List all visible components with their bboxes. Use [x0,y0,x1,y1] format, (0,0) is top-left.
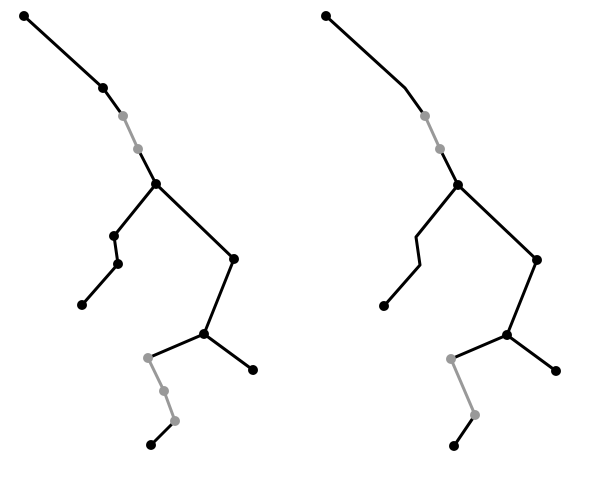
left-node-branch-a2 [113,259,123,269]
left-tree [19,11,258,450]
right-node-n2-highlighted [420,111,430,121]
left-node-n3-highlighted [133,144,143,154]
left-node-b1 [229,254,239,264]
left-edge-branch-a2-to-leaf [80,262,120,307]
left-node-junction [151,179,161,189]
left-node-c2-highlighted [159,386,169,396]
left-edge-root-to-n1 [22,14,105,90]
left-edge-c1-to-c2-highlighted [146,356,166,393]
right-node-root [321,11,331,21]
left-edge-c2-to-c3-highlighted [162,389,177,423]
right-edge-c1-to-c2-highlighted [449,357,477,417]
left-node-root [19,11,29,21]
left-edge-n3-to-junction [136,147,158,186]
right-node-c2-highlighted [470,410,480,420]
right-edge-b2-to-leaf [505,333,558,373]
left-edge-junction-to-b1 [154,182,236,261]
left-node-n2-highlighted [118,111,128,121]
right-edge-junction-to-b1 [456,183,539,262]
left-edge-n1-to-n2 [101,86,125,118]
left-node-c1-highlighted [143,353,153,363]
left-node-c3-highlighted [170,416,180,426]
right-node-b2 [502,330,512,340]
right-edge-b2-to-c1 [449,333,509,361]
right-edge-n2-to-n3-highlighted [423,114,442,151]
right-node-leaf-b [551,366,561,376]
right-node-n3-highlighted [435,144,445,154]
left-node-branch-a1 [109,231,119,241]
right-node-junction [453,180,463,190]
left-node-n1 [98,83,108,93]
left-edge-b1-to-b2 [202,257,236,336]
left-node-leaf-b [248,365,258,375]
left-edge-n2-to-n3-highlighted [121,114,140,151]
right-edge-junction-to-leaf-a [382,183,460,308]
left-node-b2 [199,329,209,339]
left-node-leaf-a [77,300,87,310]
left-edge-junction-to-branch-a1 [112,182,158,238]
right-edge-n3-to-junction [438,147,460,187]
right-edge-root-to-bend [324,14,427,118]
right-node-leaf-a [379,301,389,311]
right-node-leaf-c [449,441,459,451]
right-edge-c2-to-leaf [452,413,477,448]
left-edge-b2-to-leaf [202,332,255,372]
right-node-b1 [532,255,542,265]
left-edge-b2-to-c1 [146,332,206,360]
right-node-c1-highlighted [446,354,456,364]
right-edge-b1-to-b2 [505,258,539,337]
right-tree [321,11,561,451]
left-edge-c3-to-leaf [149,419,177,447]
left-node-leaf-c [146,440,156,450]
